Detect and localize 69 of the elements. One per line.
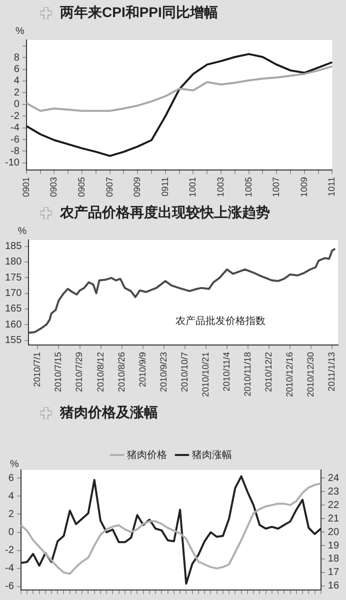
- x-tick-label: 2010/9/23: [158, 352, 168, 392]
- x-tick-label: 0901: [20, 176, 31, 198]
- x-tick-label: 2010/10/21: [200, 352, 210, 398]
- y-tick-label: -4: [4, 563, 14, 574]
- y-axis-title: %: [16, 26, 25, 37]
- y-tick-label: 180: [4, 256, 22, 268]
- x-tick-label: 0903: [48, 176, 59, 198]
- x-tick-label: 1009: [298, 176, 309, 198]
- x-tick-label: 2010/11/4: [221, 352, 232, 392]
- y2-tick-label: 20: [328, 526, 340, 538]
- legend-label: 猪肉价格: [127, 448, 167, 461]
- y-axis-title: %: [18, 226, 27, 237]
- y2-tick-label: 21: [328, 513, 340, 524]
- y-tick-label: 175: [4, 272, 22, 284]
- x-tick-label: 2011/1/13: [326, 352, 337, 392]
- x-tick-label: 1005: [243, 176, 254, 198]
- y-axis-title: %: [10, 458, 19, 470]
- chart-title: 猪肉价格及涨幅: [60, 404, 158, 422]
- x-tick-label: 0907: [104, 176, 114, 198]
- y-tick-label: -4: [10, 122, 20, 134]
- y-tick-label: -2: [4, 545, 14, 556]
- y2-tick-label: 19: [328, 540, 340, 552]
- x-tick-label: 2010/10/7: [179, 352, 190, 392]
- chart-title: 两年来CPI和PPI同比增幅: [60, 4, 218, 22]
- legend-label: 猪肉涨幅: [192, 448, 232, 461]
- x-tick-label: 2010/12/16: [284, 352, 295, 398]
- y-tick-label: 185: [4, 241, 22, 252]
- x-tick-label: 2010/8/12: [95, 352, 106, 392]
- x-tick-label: 0905: [76, 176, 87, 198]
- x-tick-label: 2010/12/30: [306, 352, 316, 398]
- text: 农产品批发价格指数: [176, 314, 266, 327]
- x-tick-label: 0911: [160, 176, 170, 196]
- y-tick-label: -6: [4, 581, 14, 592]
- x-tick-label: 1007: [271, 176, 282, 198]
- x-tick-label: 2010/7/29: [74, 352, 84, 392]
- y-tick-label: 8: [14, 52, 20, 64]
- x-tick-label: 1001: [188, 176, 198, 198]
- y-tick-label: 6: [14, 64, 20, 76]
- y2-tick-label: 17: [328, 567, 340, 578]
- y-tick-label: -2: [10, 110, 20, 122]
- y2-tick-label: 24: [328, 472, 340, 484]
- x-tick-label: 2010/8/26: [116, 352, 126, 392]
- y-tick-label: -10: [5, 158, 20, 169]
- y-tick-label: 2: [14, 87, 20, 98]
- x-tick-label: 1003: [216, 176, 226, 198]
- y-tick-label: 155: [4, 335, 22, 346]
- y-tick-label: 0: [8, 527, 14, 538]
- y2-tick-label: 23: [328, 486, 340, 498]
- y2-tick-label: 16: [328, 580, 340, 592]
- x-tick-label: 2010/11/18: [242, 352, 252, 396]
- y-tick-label: -8: [10, 146, 20, 157]
- y-tick-label: 160: [4, 319, 22, 330]
- y2-tick-label: 18: [328, 554, 340, 565]
- y-tick-label: 2: [8, 508, 14, 520]
- x-tick-label: 2010/9/9: [137, 352, 148, 388]
- y2-tick-label: 22: [328, 500, 340, 511]
- x-tick-label: 2010/7/15: [53, 352, 64, 392]
- chart-title: 农产品价格再度出现较快上涨趋势: [60, 204, 270, 222]
- y-tick-label: 165: [4, 304, 22, 315]
- x-tick-label: 1011: [326, 176, 337, 196]
- x-tick-label: 2010/7/1: [32, 352, 42, 388]
- y-tick-label: 170: [4, 288, 22, 300]
- y-tick-label: 0: [14, 99, 20, 110]
- y-tick-label: 6: [8, 472, 14, 484]
- x-tick-label: 0909: [132, 176, 142, 198]
- y-tick-label: 4: [14, 76, 20, 87]
- x-tick-label: 2010/12/2: [264, 352, 274, 392]
- y-tick-label: -6: [10, 134, 20, 146]
- y-tick-label: 4: [8, 490, 14, 502]
